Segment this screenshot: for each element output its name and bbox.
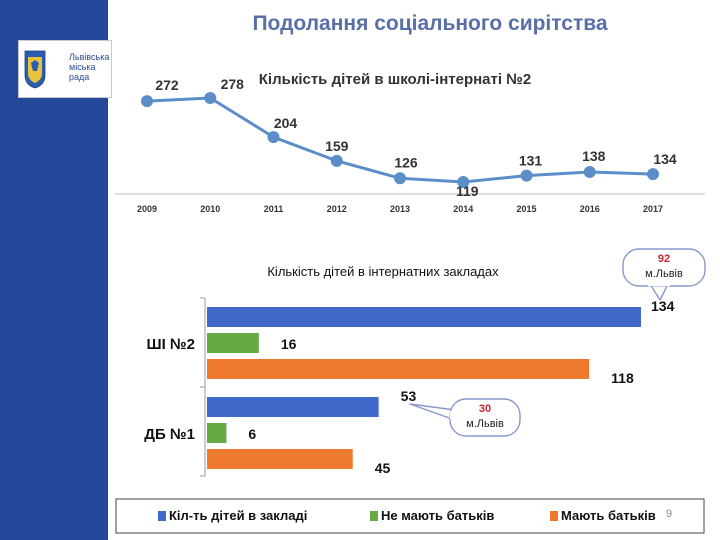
line-x-tick-label: 2017 (643, 204, 663, 214)
callout-text: м.Львів (645, 268, 683, 280)
page-number: 9 (666, 508, 673, 520)
line-point (583, 165, 596, 178)
line-data-label: 159 (325, 138, 349, 154)
bar-data-label: 45 (375, 460, 391, 476)
legend-swatch-blue (158, 511, 166, 521)
line-point (204, 92, 217, 104)
line-point (330, 154, 343, 167)
legend-label: Кіл-ть дітей в закладі (169, 508, 308, 523)
bar (207, 307, 641, 327)
bar (207, 333, 259, 353)
legend-label: Не мають батьків (381, 508, 495, 523)
callout-pointer (649, 283, 669, 301)
callout-value: 30 (478, 403, 492, 415)
bar-category-label: ДБ №1 (144, 426, 195, 443)
line-x-tick-label: 2014 (453, 204, 473, 214)
bar-data-label: 16 (281, 336, 297, 352)
bar-category-label: ШІ №2 (147, 336, 195, 353)
logo-line: міська (69, 62, 96, 72)
line-point (647, 168, 659, 181)
line-point (267, 131, 280, 144)
city-council-logo: Львівська міська рада (18, 40, 112, 98)
line-data-label: 119 (456, 183, 479, 199)
line-x-tick-label: 2012 (327, 204, 347, 214)
line-x-tick-label: 2013 (390, 204, 410, 214)
bar (207, 359, 590, 379)
line-data-label: 204 (274, 115, 298, 131)
line-data-label: 126 (394, 154, 418, 170)
logo-line: Львівська (69, 52, 110, 62)
line-x-tick-label: 2016 (580, 204, 600, 214)
callout-lviv-orphans-ds2: 92 м.Львів (623, 252, 705, 282)
bar-data-label: 6 (248, 426, 256, 442)
bar-data-label: 118 (611, 370, 634, 386)
callout-lviv-orphans-db1: 30 м.Львів (450, 402, 520, 432)
line-x-tick-label: 2015 (516, 204, 536, 214)
line-data-label: 278 (221, 76, 245, 92)
callout-pointer (409, 403, 456, 421)
legend-swatch-orange (550, 511, 558, 521)
bar (207, 423, 227, 443)
callout-value: 92 (657, 253, 671, 265)
line-x-tick-label: 2009 (137, 204, 157, 214)
legend-label: Мають батьків (561, 508, 656, 523)
coat-of-arms-icon (24, 50, 46, 89)
logo-line: рада (69, 72, 90, 82)
line-data-label: 134 (653, 151, 677, 167)
bar (207, 449, 353, 469)
line-x-tick-label: 2011 (264, 204, 284, 214)
bar-data-label: 53 (401, 388, 417, 404)
line-chart-title: Кількість дітей в школі-інтернаті №2 (259, 71, 532, 88)
bar-data-label: 134 (651, 298, 675, 314)
bar-chart-title: Кількість дітей в інтернатних закладах (267, 264, 499, 279)
line-point (520, 169, 533, 182)
logo-text: Львівська міська рада (69, 52, 113, 82)
line-data-label: 272 (155, 77, 179, 93)
line-point (394, 172, 406, 185)
callout-text: м.Львів (466, 418, 504, 430)
bar (207, 397, 379, 417)
line-data-label: 138 (582, 148, 606, 164)
line-data-label: 131 (519, 153, 543, 169)
line-x-tick-label: 2010 (200, 204, 220, 214)
legend-frame (115, 498, 705, 534)
line-point (457, 176, 470, 188)
page-title: Подолання соціального сирітства (252, 12, 608, 35)
legend-swatch-green (370, 511, 378, 521)
line-point (141, 95, 153, 108)
